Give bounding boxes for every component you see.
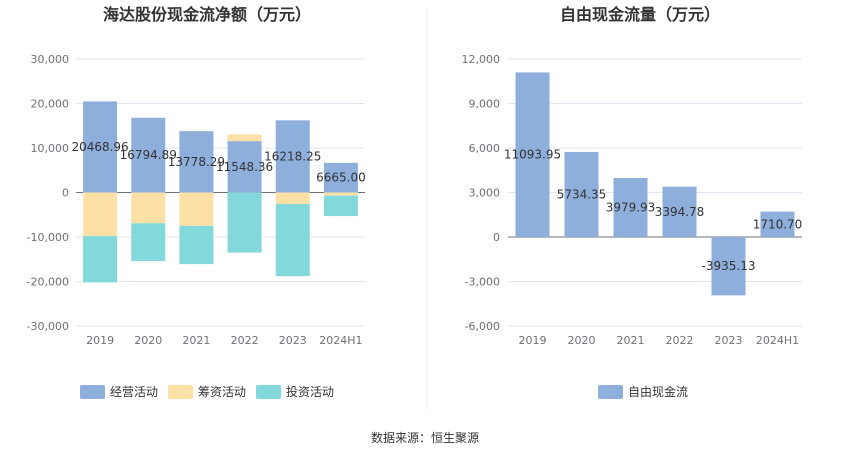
x-tick-label: 2020 bbox=[568, 334, 596, 347]
data-label: 16218.25 bbox=[264, 149, 321, 163]
bar-自由现金流-2021 bbox=[613, 177, 648, 237]
bar-经营活动-2024H1 bbox=[323, 162, 358, 193]
x-tick-label: 2023 bbox=[715, 334, 743, 347]
x-tick-label: 2021 bbox=[617, 334, 645, 347]
bar-投资活动-2023 bbox=[275, 204, 310, 277]
bar-自由现金流-2023 bbox=[711, 237, 746, 296]
y-tick-label: 30,000 bbox=[31, 53, 70, 66]
bars bbox=[83, 101, 358, 283]
legend-label: 投资活动 bbox=[286, 384, 334, 399]
y-tick-label: 20,000 bbox=[31, 98, 70, 111]
legend-swatch bbox=[80, 385, 105, 399]
data-label: 3979.93 bbox=[606, 200, 656, 214]
legend-label: 自由现金流 bbox=[628, 384, 688, 399]
bar-筹资活动-2023 bbox=[275, 192, 310, 205]
y-tick-label: -20,000 bbox=[27, 276, 69, 289]
x-tick-label: 2021 bbox=[182, 334, 210, 347]
bar-经营活动-2020 bbox=[131, 117, 166, 193]
bar-投资活动-2024H1 bbox=[323, 195, 358, 217]
y-tick-label: 0 bbox=[62, 187, 69, 200]
bar-筹资活动-2020 bbox=[131, 192, 166, 224]
bar-经营活动-2023 bbox=[275, 120, 310, 193]
x-tick-label: 2023 bbox=[279, 334, 307, 347]
y-tick-label: -10,000 bbox=[27, 231, 69, 244]
chart-title: 自由现金流量（万元） bbox=[560, 5, 720, 24]
x-tick-label: 2024H1 bbox=[756, 334, 799, 347]
y-tick-label: -6,000 bbox=[465, 320, 500, 333]
data-label: 11093.95 bbox=[504, 148, 561, 162]
y-axis-ticks: 12,000 9,000 6,000 3,000 0 -3,000 -6,000 bbox=[462, 53, 802, 333]
legend: 经营活动 筹资活动 投资活动 bbox=[80, 384, 334, 399]
y-tick-label: -30,000 bbox=[27, 320, 69, 333]
x-axis-ticks: 2019 2020 2021 2022 2023 2024H1 bbox=[86, 334, 362, 347]
bar-筹资活动-2024H1 bbox=[323, 192, 358, 196]
bar-自由现金流-2020 bbox=[564, 151, 599, 237]
bar-筹资活动-2019 bbox=[83, 192, 118, 237]
data-label: 6665.00 bbox=[316, 171, 366, 185]
bar-经营活动-2019 bbox=[83, 101, 118, 193]
data-label: 16794.89 bbox=[120, 148, 177, 162]
bar-自由现金流-2024H1 bbox=[760, 211, 795, 237]
bar-投资活动-2019 bbox=[83, 236, 118, 283]
bar-投资活动-2021 bbox=[179, 225, 214, 265]
x-tick-label: 2022 bbox=[231, 334, 259, 347]
bar-筹资活动-2021 bbox=[179, 192, 214, 226]
bar-筹资活动-2022 bbox=[227, 134, 262, 142]
y-tick-label: 6,000 bbox=[469, 142, 501, 155]
legend-swatch bbox=[598, 385, 623, 399]
data-source-note: 数据来源：恒生聚源 bbox=[371, 430, 479, 445]
y-axis-ticks: 30,000 20,000 10,000 0 -10,000 -20,000 -30,000 bbox=[27, 53, 365, 333]
bars bbox=[515, 72, 795, 296]
legend-label: 筹资活动 bbox=[198, 385, 246, 399]
data-label: 3394.78 bbox=[655, 205, 705, 219]
bar-自由现金流-2019 bbox=[515, 72, 550, 237]
x-tick-label: 2024H1 bbox=[319, 334, 362, 347]
y-tick-label: 0 bbox=[493, 231, 500, 244]
x-tick-label: 2019 bbox=[519, 334, 547, 347]
y-tick-label: 12,000 bbox=[462, 53, 501, 66]
x-axis-ticks: 2019 2020 2021 2022 2023 2024H1 bbox=[519, 334, 800, 347]
y-tick-label: 9,000 bbox=[469, 98, 501, 111]
data-label: 5734.35 bbox=[557, 187, 607, 201]
x-tick-label: 2019 bbox=[86, 334, 114, 347]
legend-swatch bbox=[168, 385, 193, 399]
data-label: 1710.70 bbox=[753, 217, 803, 231]
data-label: 20468.96 bbox=[71, 140, 128, 154]
data-label: 11548.36 bbox=[216, 160, 273, 174]
legend-label: 经营活动 bbox=[110, 385, 158, 399]
chart-title: 海达股份现金流净额（万元） bbox=[103, 5, 311, 24]
y-tick-label: 10,000 bbox=[31, 142, 70, 155]
bar-自由现金流-2022 bbox=[662, 186, 697, 237]
data-label: 13778.29 bbox=[168, 155, 225, 169]
data-labels: 20468.9616794.8913778.2911548.3616218.25… bbox=[71, 140, 365, 185]
y-tick-label: -3,000 bbox=[465, 276, 500, 289]
x-tick-label: 2022 bbox=[666, 334, 694, 347]
data-label: -3935.13 bbox=[702, 259, 756, 273]
legend-swatch bbox=[256, 385, 281, 399]
bar-经营活动-2021 bbox=[179, 131, 214, 193]
legend: 自由现金流 bbox=[598, 384, 688, 399]
free-cash-flow-chart: 自由现金流量（万元） 12,000 9,000 6,000 3,000 0 -3,000 -… bbox=[462, 5, 802, 399]
bar-投资活动-2022 bbox=[227, 192, 262, 253]
cash-flow-net-chart: 海达股份现金流净额（万元） 30,000 20,000 10,000 0 -10,000… bbox=[27, 5, 366, 399]
bar-投资活动-2020 bbox=[131, 223, 166, 262]
x-tick-label: 2020 bbox=[134, 334, 162, 347]
bar-经营活动-2022 bbox=[227, 141, 262, 193]
y-tick-label: 3,000 bbox=[469, 187, 501, 200]
